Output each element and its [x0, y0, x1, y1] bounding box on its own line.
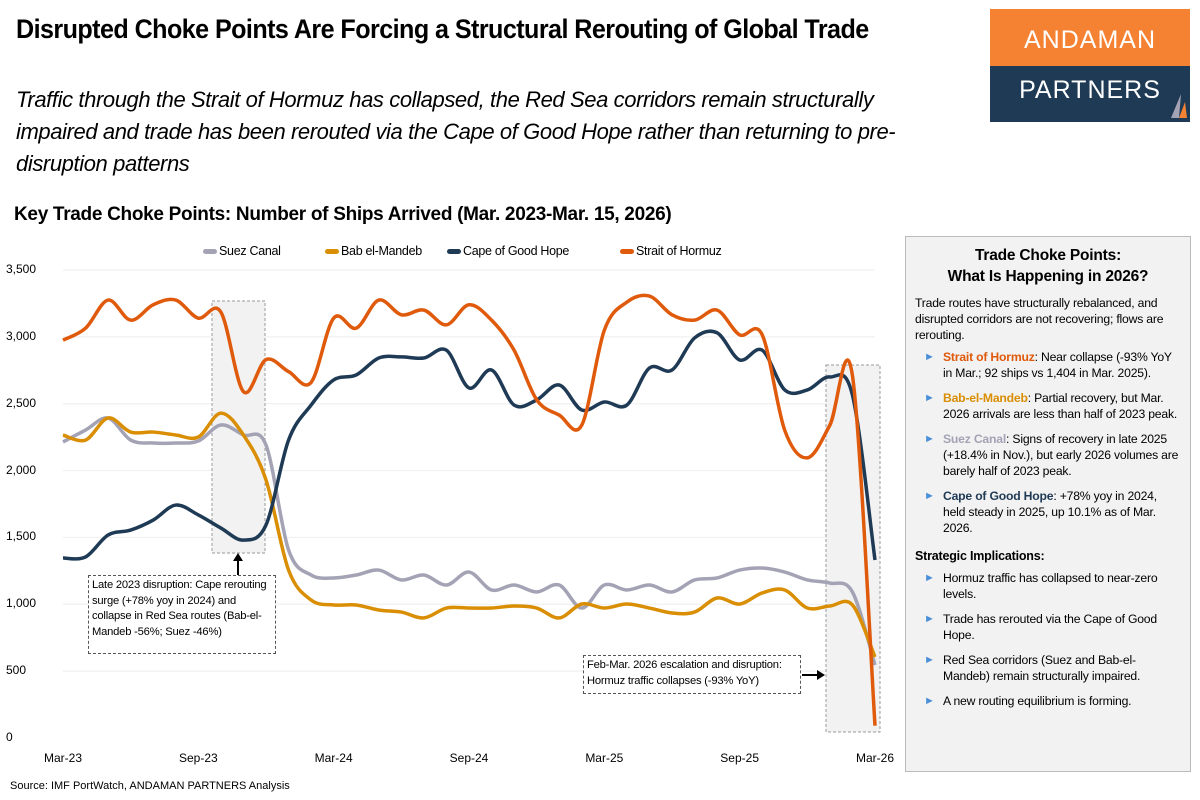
x-tick-label: Sep-24: [449, 751, 489, 765]
y-tick-label: 2,500: [6, 395, 37, 410]
x-tick-label: Mar-23: [43, 751, 82, 765]
bullet-triangle-icon: ►: [924, 695, 935, 707]
y-tick-label: 2,000: [6, 462, 37, 477]
logo-sail-icon: [1171, 94, 1187, 118]
list-item: ► A new routing equilibrium is forming.: [915, 693, 1181, 709]
series-line-strait-of-hormuz: [62, 293, 877, 726]
source-note: Source: IMF PortWatch, ANDAMAN PARTNERS …: [10, 780, 290, 792]
item-text: : +78% yoy in 2024, held steady in 2025,…: [943, 489, 1157, 535]
legend-suez: Suez Canal: [203, 244, 281, 258]
x-tick-label: Mar-24: [314, 751, 353, 765]
list-item: ► Hormuz traffic has collapsed to near-ze…: [915, 570, 1181, 602]
item-label: Bab-el-Mandeb: [943, 391, 1028, 405]
item-label: Strait of Hormuz: [943, 350, 1035, 364]
legend-bab: Bab el-Mandeb: [325, 244, 422, 258]
y-tick-label: 3,000: [6, 328, 37, 343]
item-label: Suez Canal: [943, 432, 1007, 446]
x-tick-label: Sep-25: [720, 751, 759, 765]
x-tick-label: Sep-23: [178, 751, 218, 765]
series-line-cape-of-good-hope: [62, 329, 877, 561]
legend-label: Suez Canal: [219, 244, 281, 258]
legend-label: Strait of Hormuz: [636, 244, 722, 258]
legend-label: Cape of Good Hope: [463, 244, 570, 258]
annotation-2026: Feb-Mar. 2026 escalation and disruption:…: [583, 655, 801, 694]
y-tick-label: 3,500: [6, 262, 37, 276]
list-item: ► Cape of Good Hope: +78% yoy in 2024, he…: [915, 488, 1181, 536]
series-line-bab-el-mandeb: [62, 411, 877, 658]
bullet-triangle-icon: ►: [924, 613, 935, 625]
implications-list: ► Hormuz traffic has collapsed to near-ze…: [915, 570, 1181, 709]
item-text: : Signs of recovery in late 2025 (+18.4%…: [943, 432, 1179, 478]
list-item: ► Red Sea corridors (Suez and Bab-el-Mand…: [915, 652, 1181, 684]
panel-title: Trade Choke Points: What Is Happening in …: [915, 245, 1181, 287]
implications-title: Strategic Implications:: [915, 549, 1045, 563]
choke-point-list: ► Strait of Hormuz: Near collapse (-93% Y…: [915, 349, 1181, 536]
legend-swatch: [203, 248, 217, 254]
page-subtitle: Traffic through the Strait of Hormuz has…: [16, 87, 896, 176]
list-item: ► Trade has rerouted via the Cape of Good…: [915, 611, 1181, 643]
bullet-triangle-icon: ►: [924, 654, 935, 666]
panel-intro: Trade routes have structurally rebalance…: [915, 296, 1164, 342]
bullet-triangle-icon: ►: [924, 392, 935, 404]
x-tick-label: Mar-25: [585, 751, 624, 765]
y-tick-label: 0: [6, 730, 13, 744]
item-text: Red Sea corridors (Suez and Bab-el-Mande…: [943, 653, 1141, 683]
logo-line1: ANDAMAN: [990, 9, 1190, 66]
y-tick-label: 500: [6, 663, 27, 678]
bullet-triangle-icon: ►: [924, 490, 935, 502]
logo-line2-text: PARTNERS: [1019, 76, 1161, 104]
page-title: Disrupted Choke Points Are Forcing a Str…: [16, 14, 869, 44]
bullet-triangle-icon: ►: [924, 433, 935, 445]
panel-title-line1: Trade Choke Points:: [974, 247, 1122, 264]
logo-line2: PARTNERS: [990, 66, 1190, 122]
arrow-annotation-2: [802, 670, 825, 680]
legend-cape: Cape of Good Hope: [447, 244, 569, 258]
item-text: A new routing equilibrium is forming.: [943, 694, 1132, 708]
series-line-suez-canal: [62, 416, 877, 666]
legend-hormuz: Strait of Hormuz: [620, 244, 722, 258]
annotation-late-2023: Late 2023 disruption: Cape rerouting sur…: [88, 575, 276, 654]
company-logo: ANDAMAN PARTNERS: [990, 9, 1190, 122]
item-text: Trade has rerouted via the Cape of Good …: [943, 612, 1157, 642]
chart-title: Key Trade Choke Points: Number of Ships …: [14, 204, 672, 225]
list-item: ► Strait of Hormuz: Near collapse (-93% Y…: [915, 349, 1181, 381]
item-text: : Near collapse (-93% YoY in Mar.; 92 sh…: [943, 350, 1172, 380]
list-item: ► Bab-el-Mandeb: Partial recovery, but Ma…: [915, 390, 1181, 422]
legend-swatch: [325, 248, 339, 254]
legend-label: Bab el-Mandeb: [341, 244, 422, 258]
item-text: Hormuz traffic has collapsed to near-zer…: [943, 571, 1158, 601]
bullet-triangle-icon: ►: [924, 572, 935, 584]
legend-swatch: [620, 248, 634, 254]
panel-title-line2: What Is Happening in 2026?: [947, 268, 1149, 285]
line-chart: [62, 269, 881, 733]
insights-panel: Trade Choke Points: What Is Happening in …: [905, 236, 1191, 772]
legend-swatch: [447, 248, 461, 254]
y-tick-label: 1,000: [6, 596, 37, 611]
bullet-triangle-icon: ►: [924, 351, 935, 363]
list-item: ► Suez Canal: Signs of recovery in late 2…: [915, 431, 1181, 479]
y-tick-label: 1,500: [6, 529, 37, 544]
item-text: : Partial recovery, but Mar. 2026 arriva…: [943, 391, 1178, 421]
arrow-annotation-1: [233, 553, 243, 575]
item-label: Cape of Good Hope: [943, 489, 1054, 503]
x-tick-label: Mar-26: [855, 751, 894, 765]
